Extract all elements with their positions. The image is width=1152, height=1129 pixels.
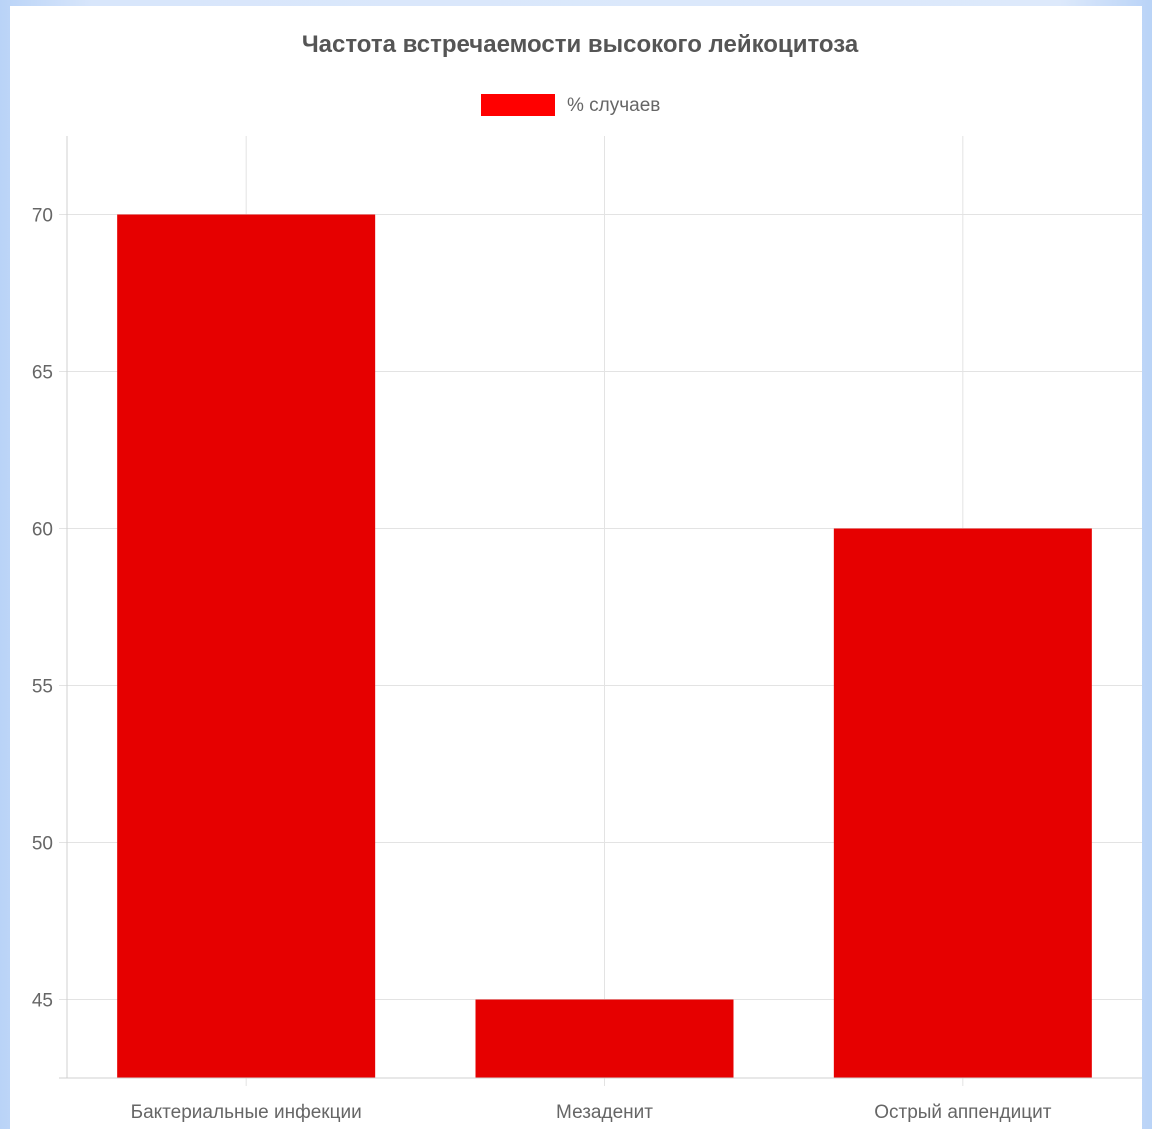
- y-tick-label: 55: [32, 677, 53, 698]
- y-tick-label: 60: [32, 520, 53, 541]
- y-tick-label: 45: [32, 991, 53, 1012]
- bar[interactable]: [117, 214, 376, 1079]
- y-tick-label: 50: [32, 834, 53, 855]
- y-tick-label: 70: [32, 206, 53, 227]
- legend[interactable]: % случаев: [481, 94, 660, 116]
- x-tick-label: Бактериальные инфекции: [131, 1102, 362, 1123]
- bar[interactable]: [833, 528, 1092, 1079]
- bar-chart: Частота встречаемости высокого лейкоцито…: [32, 31, 1142, 1123]
- y-tick-label: 65: [32, 363, 53, 384]
- axes: [59, 136, 1142, 1079]
- chart-card: Частота встречаемости высокого лейкоцито…: [10, 6, 1142, 1129]
- legend-label: % случаев: [567, 95, 660, 116]
- x-tick-label: Острый аппендицит: [874, 1102, 1051, 1123]
- bars: [117, 214, 1092, 1079]
- bar[interactable]: [475, 999, 734, 1079]
- chart-title: Частота встречаемости высокого лейкоцито…: [302, 31, 859, 58]
- legend-swatch: [481, 94, 555, 116]
- y-axis-ticks: 45 50 55 60 65 70: [32, 206, 53, 1012]
- x-axis-ticks: Бактериальные инфекции Мезаденит Острый ап…: [131, 1102, 1052, 1123]
- x-tick-label: Мезаденит: [556, 1102, 653, 1123]
